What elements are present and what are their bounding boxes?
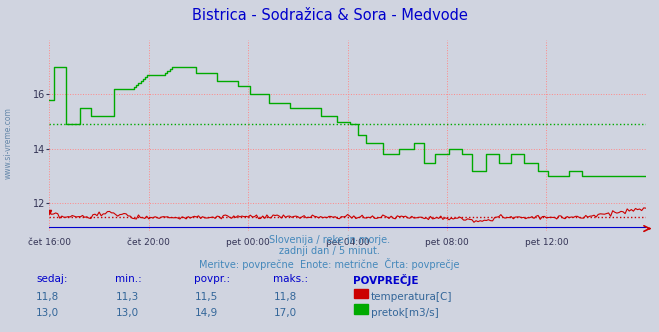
Text: Slovenija / reke in morje.: Slovenija / reke in morje.: [269, 235, 390, 245]
Text: 13,0: 13,0: [115, 308, 138, 318]
Text: pretok[m3/s]: pretok[m3/s]: [371, 308, 439, 318]
Text: pet 08:00: pet 08:00: [425, 238, 469, 247]
Text: temperatura[C]: temperatura[C]: [371, 292, 453, 302]
Text: 11,8: 11,8: [36, 292, 59, 302]
Text: 14,9: 14,9: [194, 308, 217, 318]
Text: pet 12:00: pet 12:00: [525, 238, 568, 247]
Text: čet 16:00: čet 16:00: [28, 238, 71, 247]
Text: 13,0: 13,0: [36, 308, 59, 318]
Text: 17,0: 17,0: [273, 308, 297, 318]
Text: POVPREČJE: POVPREČJE: [353, 274, 418, 286]
Text: 11,5: 11,5: [194, 292, 217, 302]
Text: maks.:: maks.:: [273, 274, 308, 284]
Text: pet 04:00: pet 04:00: [326, 238, 370, 247]
Text: www.si-vreme.com: www.si-vreme.com: [3, 107, 13, 179]
Text: pet 00:00: pet 00:00: [226, 238, 270, 247]
Text: min.:: min.:: [115, 274, 142, 284]
Text: čet 20:00: čet 20:00: [127, 238, 170, 247]
Text: povpr.:: povpr.:: [194, 274, 231, 284]
Text: zadnji dan / 5 minut.: zadnji dan / 5 minut.: [279, 246, 380, 256]
Text: 11,8: 11,8: [273, 292, 297, 302]
Text: sedaj:: sedaj:: [36, 274, 68, 284]
Text: Bistrica - Sodražica & Sora - Medvode: Bistrica - Sodražica & Sora - Medvode: [192, 8, 467, 23]
Text: 11,3: 11,3: [115, 292, 138, 302]
Text: Meritve: povprečne  Enote: metrične  Črta: povprečje: Meritve: povprečne Enote: metrične Črta:…: [199, 258, 460, 270]
